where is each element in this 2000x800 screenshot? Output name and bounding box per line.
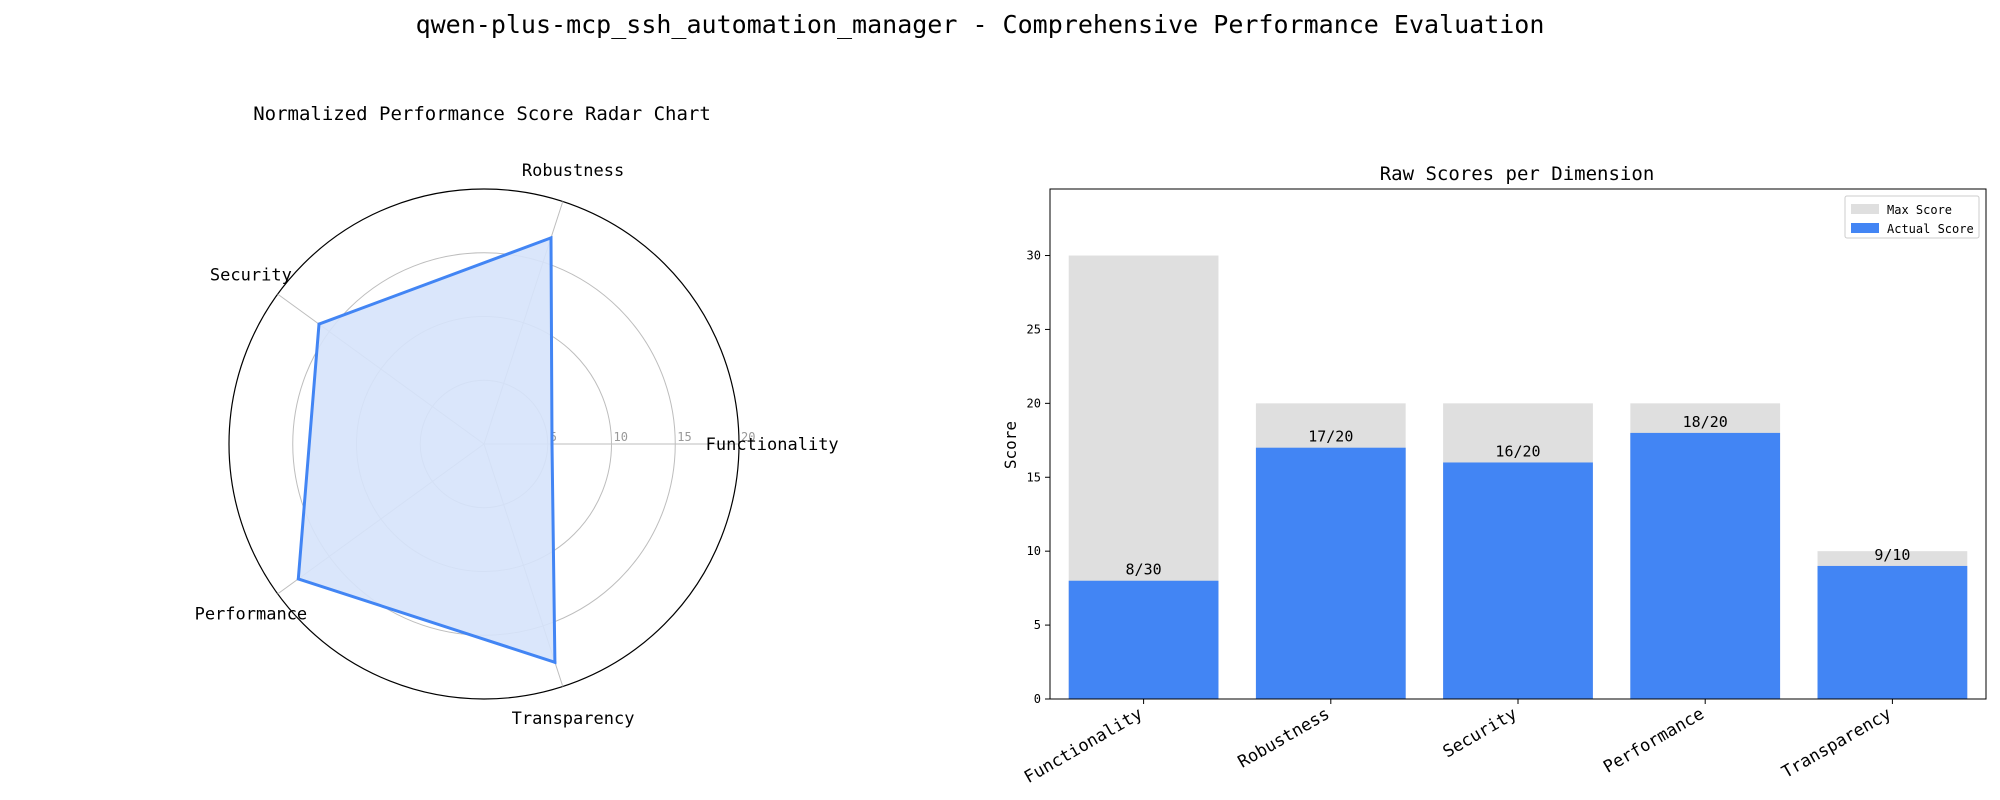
y-tick-label: 20 <box>1027 396 1041 410</box>
y-tick-label: 15 <box>1027 470 1041 484</box>
radar-axis-label: Functionality <box>706 435 839 455</box>
radar-axis-labels: Functionality Robustness Security Performan… <box>195 161 839 729</box>
radar-axis-label: Performance <box>195 604 308 624</box>
radar-point <box>549 236 553 240</box>
bar-value-label: 8/30 <box>1126 561 1162 579</box>
radar-chart: Normalized Performance Score Radar Chart… <box>195 103 839 729</box>
radar-axis-label: Transparency <box>512 709 635 729</box>
radar-fill <box>298 237 555 663</box>
bar-value-label: 18/20 <box>1683 413 1728 431</box>
legend-label: Actual Score <box>1887 222 1974 236</box>
radar-point <box>296 577 300 581</box>
y-tick-label: 30 <box>1027 249 1041 263</box>
radar-tick-label: 10 <box>614 430 628 444</box>
actual-score-bar <box>1630 432 1781 699</box>
radar-point <box>317 322 321 326</box>
radar-point <box>550 442 554 446</box>
y-tick-label: 0 <box>1034 692 1041 706</box>
actual-score-bar <box>1817 565 1968 699</box>
y-axis-label: Score <box>1001 421 1020 469</box>
bar-chart-title: Raw Scores per Dimension <box>1380 163 1655 185</box>
x-tick-label: Robustness <box>1235 704 1334 773</box>
legend: Max Score Actual Score <box>1844 195 1980 239</box>
radar-axis-label: Robustness <box>522 161 624 181</box>
radar-axis-label: Security <box>210 266 292 286</box>
bar-value-label: 17/20 <box>1308 428 1353 446</box>
legend-label: Max Score <box>1887 203 1952 217</box>
radar-data-area <box>296 235 557 665</box>
actual-score-bar <box>1443 462 1593 699</box>
radar-tick-label: 20 <box>741 430 755 444</box>
radar-chart-title: Normalized Performance Score Radar Chart <box>253 103 711 125</box>
legend-swatch <box>1851 223 1879 233</box>
radar-point <box>553 660 557 664</box>
y-tick-label: 10 <box>1027 544 1041 558</box>
actual-score-bar <box>1068 580 1219 699</box>
legend-swatch <box>1851 204 1879 214</box>
figure-title: qwen-plus-mcp_ssh_automation_manager - C… <box>416 10 1545 39</box>
actual-score-bar <box>1255 447 1406 699</box>
x-tick-label: Security <box>1440 704 1521 762</box>
bar-value-label: 16/20 <box>1495 442 1540 460</box>
y-tick-label: 25 <box>1027 322 1041 336</box>
bar-marks: 8/30 17/20 16/20 18/20 9/10 <box>1068 255 1968 700</box>
x-tick-label: Performance <box>1600 704 1708 778</box>
x-tick-label: Functionality <box>1021 704 1146 788</box>
y-tick-label: 5 <box>1034 618 1041 632</box>
radar-tick-label: 15 <box>677 430 691 444</box>
bar-value-label: 9/10 <box>1874 546 1910 564</box>
x-tick-label: Transparency <box>1779 704 1895 783</box>
radar-series-line <box>296 235 557 665</box>
bar-chart: Raw Scores per Dimension Score 8/30 17/20… <box>1001 163 1987 788</box>
